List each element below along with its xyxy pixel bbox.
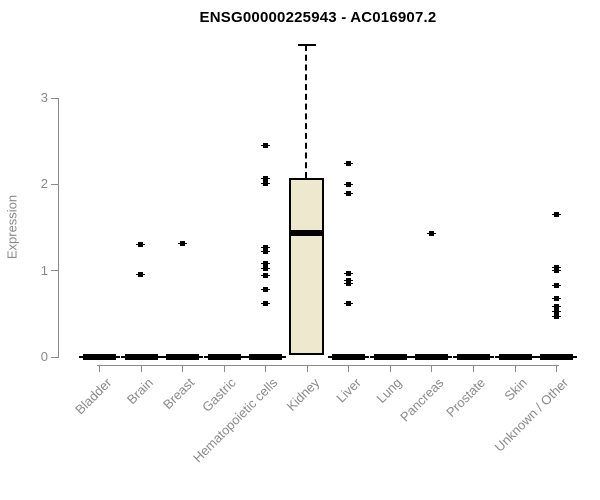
box-plot-box [288, 178, 324, 356]
collapsed-box-bar [245, 354, 287, 360]
x-tick-label: Kidney [283, 375, 322, 414]
outlier-point [551, 264, 561, 270]
y-tick-label: 0 [40, 349, 48, 364]
outlier-point [426, 231, 436, 237]
whisker-cap [298, 43, 317, 46]
x-tick-label: Prostate [443, 375, 489, 420]
collapsed-box-bar [369, 354, 411, 360]
x-tick [223, 365, 225, 372]
x-tick [265, 365, 267, 372]
outlier-point [260, 300, 270, 306]
y-axis-line [58, 98, 59, 358]
collapsed-box-bar [79, 354, 120, 360]
x-tick-label: Skin [501, 375, 530, 404]
outlier-point [343, 281, 353, 287]
outlier-point [551, 268, 561, 274]
x-tick [556, 365, 558, 372]
outlier-point [551, 282, 561, 288]
x-tick-label: Breast [160, 375, 198, 413]
outlier-point [343, 190, 353, 196]
collapsed-box-bar [494, 354, 536, 360]
outlier-point [551, 304, 561, 310]
outlier-point [260, 272, 270, 278]
collapsed-box-bar [120, 354, 162, 360]
box-median [290, 229, 322, 236]
x-tick-label: Gastric [199, 375, 239, 415]
outlier-point [260, 175, 270, 181]
x-tick [389, 365, 391, 372]
collapsed-box-bar [536, 354, 578, 360]
x-tick [99, 365, 100, 372]
y-tick [51, 97, 58, 99]
outlier-point [136, 242, 146, 248]
outlier-point [343, 300, 353, 306]
y-tick [51, 183, 58, 185]
outlier-point [260, 249, 270, 255]
x-tick-label: Unknown / Other [491, 375, 572, 455]
outlier-point [551, 308, 561, 314]
x-tick-label: Lung [373, 375, 405, 407]
x-tick [306, 365, 308, 372]
collapsed-box-bar [328, 354, 370, 360]
outlier-point [260, 261, 270, 267]
x-tick [514, 365, 516, 372]
chart-title: ENSG00000225943 - AC016907.2 [199, 9, 437, 26]
outlier-point [136, 271, 146, 277]
x-tick [472, 365, 474, 372]
y-tick [51, 356, 58, 358]
y-axis-title: Expression [4, 194, 20, 260]
collapsed-box-bar [203, 354, 245, 360]
collapsed-box-bar [452, 354, 494, 360]
x-tick [431, 365, 433, 372]
y-tick-label: 3 [40, 90, 48, 106]
outlier-point [260, 287, 270, 293]
y-tick [51, 270, 58, 272]
x-tick [348, 365, 350, 372]
x-tick [182, 365, 184, 372]
x-tick-label: Brain [123, 375, 156, 408]
box-whisker [305, 44, 308, 179]
outlier-point [343, 277, 353, 283]
outlier-point [343, 161, 353, 167]
collapsed-box-bar [411, 354, 453, 360]
y-tick-label: 1 [40, 262, 48, 278]
x-tick-label: Pancreas [397, 375, 447, 425]
outlier-point [177, 240, 187, 246]
outlier-point [260, 181, 270, 187]
outlier-point [551, 313, 561, 319]
outlier-point [343, 270, 353, 276]
outlier-point [551, 295, 561, 301]
x-tick-label: Bladder [71, 375, 115, 418]
outlier-point [551, 212, 561, 218]
collapsed-box-bar [162, 354, 204, 360]
x-tick-label: Liver [332, 375, 364, 406]
y-tick-label: 2 [40, 176, 48, 192]
outlier-point [260, 244, 270, 250]
outlier-point [343, 181, 353, 187]
x-tick [140, 365, 142, 372]
outlier-point [260, 143, 270, 149]
x-axis-line [97, 365, 560, 366]
outlier-point [260, 265, 270, 271]
